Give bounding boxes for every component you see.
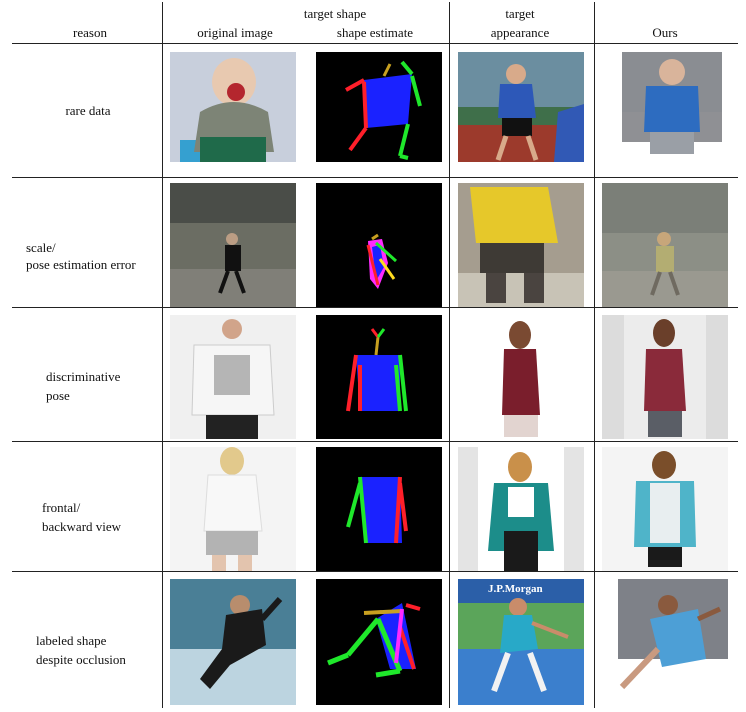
row1-original-image (170, 52, 296, 162)
row2-shape-estimate (316, 183, 442, 307)
row5-ours (602, 579, 728, 705)
row1-target-appearance (458, 52, 584, 162)
header-ours: Ours (652, 25, 678, 40)
header-target-shape: target shape (303, 6, 367, 21)
col-rule-3 (594, 2, 595, 708)
row4-target-appearance (458, 447, 584, 571)
reason-row-3-line-1: discriminative (46, 369, 121, 384)
col-rule-2 (449, 2, 450, 708)
header-rule (12, 43, 738, 44)
header-shape-estimate: shape estimate (336, 25, 414, 40)
tennis-banner-text: J.P.Morgan (488, 583, 543, 595)
reason-row-5-line-1: labeled shape (36, 633, 107, 648)
row-rule-4 (12, 571, 738, 572)
reason-row-5-line-2: despite occlusion (36, 652, 126, 667)
reason-row-3-line-2: pose (46, 388, 70, 403)
header-target-appearance-1: target (505, 6, 535, 21)
header-reason: reason (73, 25, 107, 40)
reason-row-2-line-2: pose estimation error (26, 257, 136, 272)
col-rule-1 (162, 2, 163, 708)
row-rule-2 (12, 307, 738, 308)
row4-ours (602, 447, 728, 571)
header-original-image: original image (197, 25, 273, 40)
row1-ours (602, 52, 728, 162)
row-rule-3 (12, 441, 738, 442)
row2-ours (602, 183, 728, 307)
row3-shape-estimate (316, 315, 442, 439)
row-rule-1 (12, 177, 738, 178)
reason-row-4-line-1: frontal/ (42, 500, 81, 515)
header-target-appearance-2: appearance (490, 25, 550, 40)
reason-row-1: rare data (65, 103, 111, 118)
row3-original-image (170, 315, 296, 439)
row4-original-image (170, 447, 296, 571)
row1-shape-estimate (316, 52, 442, 162)
row5-target-appearance: J.P.Morgan (458, 579, 584, 705)
row5-shape-estimate (316, 579, 442, 705)
row2-original-image (170, 183, 296, 307)
row3-target-appearance (458, 315, 584, 439)
reason-row-4-line-2: backward view (42, 519, 122, 534)
row4-shape-estimate (316, 447, 442, 571)
reason-row-2-line-1: scale/ (26, 240, 56, 255)
row5-original-image (170, 579, 296, 705)
row3-ours (602, 315, 728, 439)
row2-target-appearance (458, 183, 584, 307)
